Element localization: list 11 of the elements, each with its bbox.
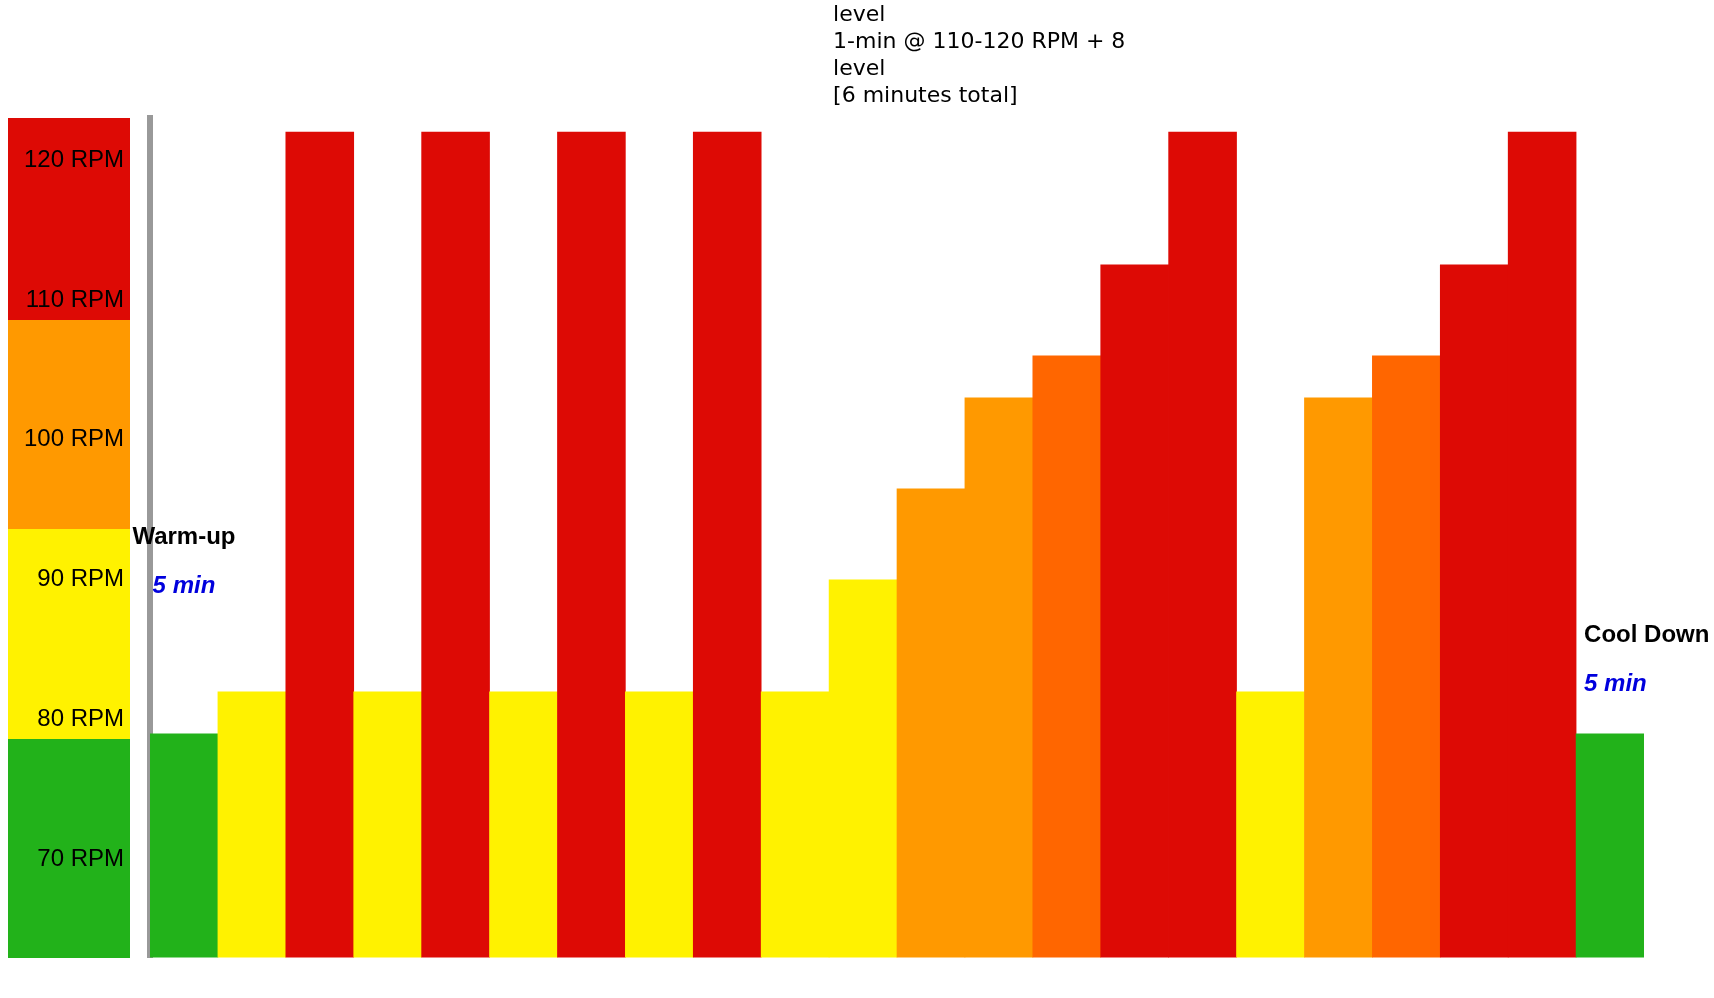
text: level 1-min @ 110-120 RPM + 8 level [6 minutes total] <box>833 0 1126 107</box>
annotation: Cool Down <box>1584 620 1710 648</box>
y-tick-label: 110 RPM <box>25 284 124 312</box>
annotation: 5 min <box>152 571 216 599</box>
annotation: 5 min <box>1584 669 1647 697</box>
y-tick-label: 80 RPM <box>37 704 124 732</box>
y-tick-label: 70 RPM <box>37 844 124 872</box>
y-tick-label: 90 RPM <box>37 564 124 592</box>
annotation: Warm-up <box>132 522 236 550</box>
y-tick-label: 120 RPM <box>23 144 124 172</box>
y-tick-label: 100 RPM <box>23 424 124 452</box>
